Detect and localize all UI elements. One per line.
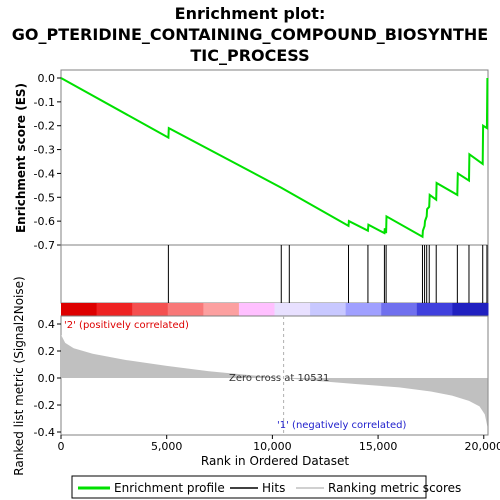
enrichment-profile-line: [60, 77, 489, 239]
heatmap-segment: [132, 303, 169, 316]
es-y-tick-label: -0.5: [34, 191, 55, 204]
es-panel: 0.0 -0.1 -0.2 -0.3 -0.4 -0.5 -0.6 -0.7 Enrichme…: [14, 69, 489, 252]
legend: Enrichment profile Hits Ranking metric s…: [71, 475, 461, 499]
heatmap-segment: [61, 303, 98, 316]
x-tick-label: 5,000: [151, 440, 183, 453]
es-panel-frame: [60, 69, 489, 246]
es-y-ticks: 0.0 -0.1 -0.2 -0.3 -0.4 -0.5 -0.6 -0.7: [34, 72, 61, 252]
hits-panel: [60, 244, 489, 304]
x-tick-label: 10,000: [253, 440, 292, 453]
metric-y-axis-label: Ranked list metric (Signal2Noise): [12, 276, 26, 475]
x-axis-label: Rank in Ordered Dataset: [201, 454, 349, 468]
heatmap-segment: [274, 303, 311, 316]
metric-y-ticks: 0.4 0.2 0.0 -0.2 -0.4: [34, 318, 61, 439]
metric-y-tick-label: 0.0: [38, 372, 56, 385]
es-y-tick-label: -0.4: [34, 167, 55, 180]
x-tick-label: 20,000: [465, 440, 500, 453]
hits-panel-frame: [60, 244, 489, 304]
legend-label-hits: Hits: [262, 481, 285, 495]
rank-heatmap-bar: [61, 303, 489, 316]
es-y-axis-label: Enrichment score (ES): [14, 83, 28, 233]
metric-panel: 0.4 0.2 0.0 -0.2 -0.4 '2' (positively correl…: [12, 276, 489, 476]
heatmap-segment: [345, 303, 382, 316]
x-axis-ticks: 0 5,000 10,000 15,000 20,000: [58, 435, 500, 453]
x-tick-label: 0: [58, 440, 65, 453]
hit-lines: [167, 245, 488, 303]
heatmap-segment: [310, 303, 347, 316]
heatmap-segment: [96, 303, 133, 316]
chart-title-line-2: GO_PTERIDINE_CONTAINING_COMPOUND_BIOSYNT…: [12, 25, 488, 44]
es-y-tick-label: -0.7: [34, 239, 55, 252]
x-tick-label: 15,000: [359, 440, 398, 453]
heatmap-segment: [416, 303, 453, 316]
metric-y-tick-label: -0.2: [34, 399, 55, 412]
legend-label-metric: Ranking metric scores: [328, 481, 461, 495]
heatmap-segment: [203, 303, 240, 316]
legend-label-enrichment: Enrichment profile: [114, 481, 225, 495]
es-y-tick-label: -0.3: [34, 144, 55, 157]
chart-title-line-1: Enrichment plot:: [175, 4, 326, 23]
heatmap-segment: [452, 303, 489, 316]
ranking-metric-area: [61, 334, 488, 427]
heatmap-segment: [238, 303, 275, 316]
heatmap-segment: [381, 303, 418, 316]
es-y-tick-label: -0.1: [34, 96, 55, 109]
chart-title-line-3: TIC_PROCESS: [190, 46, 309, 65]
heatmap-segment: [167, 303, 204, 316]
zero-cross-label: Zero cross at 10531: [229, 373, 329, 384]
es-y-tick-label: -0.6: [34, 215, 55, 228]
negative-correlation-label: '1' (negatively correlated): [277, 420, 406, 431]
legend-frame: [71, 475, 427, 499]
metric-y-tick-label: 0.2: [38, 345, 56, 358]
es-y-tick-label: -0.2: [34, 120, 55, 133]
positive-correlation-label: '2' (positively correlated): [64, 320, 189, 331]
metric-y-tick-label: -0.4: [34, 426, 55, 439]
metric-y-tick-label: 0.4: [38, 318, 56, 331]
es-y-tick-label: 0.0: [38, 72, 56, 85]
